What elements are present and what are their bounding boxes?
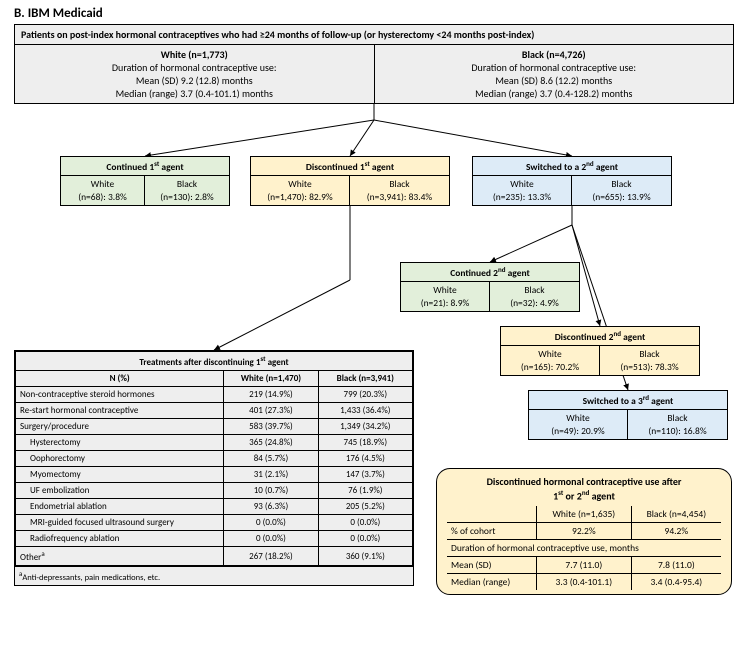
table-row: Endometrial ablation93 (6.3%)205 (5.2%)	[16, 499, 413, 515]
table-row: Hysterectomy365 (24.8%)745 (18.9%)	[16, 435, 413, 451]
table-footnote: aAnti-depressants, pain medications, etc…	[15, 566, 413, 585]
table-row: Oophorectomy84 (5.7%)176 (4.5%)	[16, 451, 413, 467]
summary-box: Discontinued hormonal contraceptive use …	[436, 468, 732, 595]
section-title: B. IBM Medicaid	[14, 6, 103, 21]
table-row: Radiofrequency ablation0 (0.0%)0 (0.0%)	[16, 531, 413, 547]
table-row: UF embolization10 (0.7%)76 (1.9%)	[16, 483, 413, 499]
table-row: Myomectomy31 (2.1%)147 (3.7%)	[16, 467, 413, 483]
header-box: Patients on post-index hormonal contrace…	[14, 24, 734, 104]
treatments-table: Treatments after discontinuing 1st agent…	[14, 350, 414, 586]
table-row: MRI-guided focused ultrasound surgery0 (…	[16, 515, 413, 531]
discontinued-1st-agent: Discontinued 1st agent White(n=1,470): 8…	[250, 156, 450, 206]
continued-1st-agent: Continued 1st agent White(n=68): 3.8% Bl…	[60, 156, 230, 206]
continued-2nd-agent: Continued 2nd agent White(n=21): 8.9% Bl…	[400, 262, 580, 312]
table-row: Surgery/procedure583 (39.7%)1,349 (34.2%…	[16, 419, 413, 435]
header-white: White (n=1,773) Duration of hormonal con…	[15, 45, 375, 103]
discontinued-2nd-agent: Discontinued 2nd agent White(n=165): 70.…	[500, 326, 700, 376]
switched-3rd-agent: Switched to a 3rd agent White(n=49): 20.…	[528, 390, 728, 440]
header-black: Black (n=4,726) Duration of hormonal con…	[375, 45, 734, 103]
header-top: Patients on post-index hormonal contrace…	[15, 25, 733, 45]
table-row: Re-start hormonal contraceptive401 (27.3…	[16, 403, 413, 419]
table-row-other: Othera 267 (18.2%) 360 (9.1%)	[16, 547, 413, 566]
table-row: Non-contraceptive steroid hormones219 (1…	[16, 387, 413, 403]
switched-2nd-agent: Switched to a 2nd agent White(n=235): 13…	[472, 156, 672, 206]
